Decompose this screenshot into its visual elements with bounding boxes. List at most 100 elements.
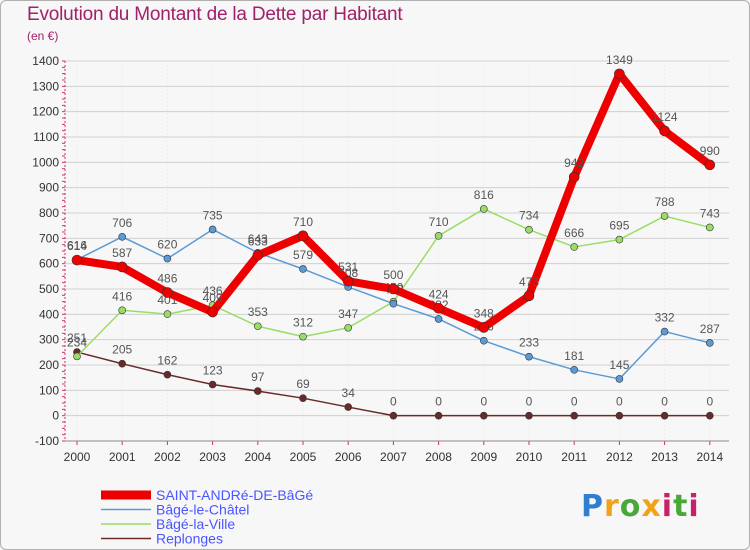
data-label: 486 [157, 272, 177, 286]
data-point [434, 411, 443, 420]
data-label: 816 [474, 188, 494, 202]
y-tick-label: 800 [39, 206, 59, 220]
data-label: 743 [700, 206, 720, 220]
data-label: 0 [661, 395, 668, 409]
x-tick-label: 2000 [64, 450, 91, 464]
data-label: 205 [112, 343, 132, 357]
legend-label: Bâgé-le-Châtel [156, 502, 249, 518]
data-point [344, 403, 353, 411]
data-label: 0 [706, 395, 713, 409]
y-tick-label: 200 [39, 358, 59, 372]
data-point [73, 352, 81, 361]
data-label: 620 [157, 238, 177, 252]
data-label: 788 [655, 195, 675, 209]
data-label: 643 [248, 232, 268, 246]
y-tick-label: 0 [52, 409, 59, 423]
y-tick-label: 1000 [32, 155, 59, 169]
x-tick-label: 2007 [380, 450, 407, 464]
data-point [433, 302, 444, 314]
x-tick-label: 2010 [516, 450, 543, 464]
logo-letter: o [619, 489, 642, 524]
data-point [299, 332, 307, 341]
data-point [163, 254, 172, 263]
y-tick-label: 100 [39, 383, 59, 397]
x-tick-label: 2001 [109, 450, 136, 464]
x-tick-label: 2006 [335, 450, 362, 464]
data-point [344, 323, 353, 332]
legend-label: SAINT-ANDRé-DE-BâGé [156, 487, 313, 503]
x-tick-label: 2011 [561, 450, 587, 464]
data-label: 616 [67, 239, 87, 253]
y-tick-label: 1100 [33, 130, 59, 144]
x-tick-label: 2013 [651, 450, 678, 464]
data-label: 0 [571, 395, 578, 409]
x-tick-label: 2004 [244, 450, 271, 464]
data-label: 347 [338, 307, 358, 321]
data-label: 587 [112, 246, 132, 260]
data-label: 1124 [652, 110, 678, 124]
data-label: 123 [203, 364, 223, 378]
data-point [479, 336, 488, 345]
data-point [207, 306, 218, 318]
data-point [705, 223, 714, 232]
data-point [525, 225, 533, 234]
chart-title: Evolution du Montant de la Dette par Hab… [27, 4, 403, 25]
data-label: 181 [564, 349, 584, 363]
data-label: 500 [383, 268, 403, 282]
data-label: 0 [616, 395, 623, 409]
x-tick-label: 2003 [199, 450, 226, 464]
data-label: 735 [203, 208, 223, 222]
data-label: 0 [435, 395, 442, 409]
data-label: 287 [700, 322, 720, 336]
legend-label: Replonges [156, 531, 223, 547]
data-point [614, 68, 625, 80]
y-tick-label: -100 [35, 434, 59, 448]
data-point [388, 283, 399, 295]
data-point [253, 322, 262, 331]
data-point [705, 411, 714, 420]
y-tick-label: 1200 [32, 105, 59, 119]
data-label: 353 [248, 305, 268, 319]
data-point [118, 233, 126, 241]
data-label: 251 [67, 331, 87, 345]
x-tick-label: 2005 [290, 450, 317, 464]
data-label: 614 [67, 239, 87, 253]
data-point [71, 254, 83, 266]
data-point [434, 315, 443, 323]
data-label: 710 [293, 215, 313, 229]
data-point [208, 380, 217, 389]
logo-letter: t [673, 489, 689, 524]
data-point [297, 230, 309, 242]
data-point [252, 250, 264, 261]
data-point [704, 159, 716, 171]
data-label: 633 [248, 234, 268, 248]
data-label: 332 [655, 311, 675, 325]
data-label: 695 [609, 219, 629, 233]
data-label: 666 [564, 226, 584, 240]
data-label: 409 [203, 291, 223, 305]
data-label: 162 [157, 354, 177, 368]
y-tick-label: 900 [39, 181, 59, 195]
data-point [705, 339, 714, 347]
data-point [523, 290, 535, 302]
data-point [389, 411, 398, 420]
data-point [568, 171, 580, 183]
data-point [434, 232, 443, 240]
data-point [525, 352, 533, 361]
data-label: 416 [112, 289, 132, 303]
data-point [570, 243, 579, 251]
data-label: 69 [296, 377, 310, 391]
logo-letter: r [604, 489, 620, 524]
x-tick-label: 2002 [154, 450, 181, 464]
y-tick-label: 400 [39, 307, 59, 321]
logo-letter: i [661, 489, 674, 524]
y-tick-label: 300 [39, 333, 59, 347]
data-label: 1349 [606, 53, 633, 67]
data-point [116, 261, 128, 273]
data-label: 145 [609, 358, 629, 372]
x-tick-label: 2008 [425, 450, 452, 464]
logo-letter: x [641, 489, 662, 524]
data-label: 706 [112, 216, 132, 230]
data-point [659, 125, 670, 137]
